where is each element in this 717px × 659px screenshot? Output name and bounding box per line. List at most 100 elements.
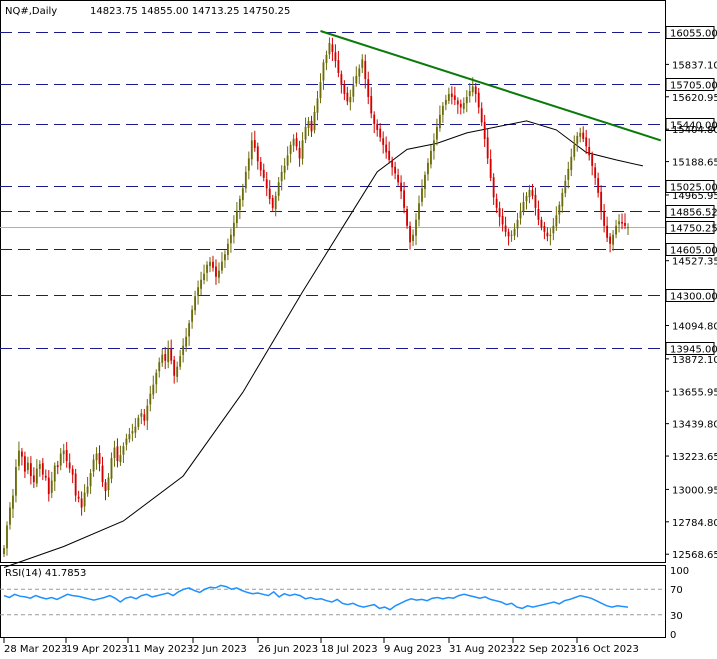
candle-body [364, 60, 367, 79]
candle-body [343, 84, 346, 94]
candle-body [498, 208, 501, 217]
candle-body [271, 197, 274, 208]
candle-body [71, 468, 74, 475]
candle-body [128, 434, 131, 440]
price-tick-label: 14527.35 [672, 257, 717, 268]
time-tick-label: 26 Jun 2023 [258, 644, 318, 655]
candle-body [262, 169, 265, 178]
level-label: 15440.00 [670, 121, 717, 132]
candle-body [277, 182, 280, 196]
candle-body [525, 195, 528, 202]
candle-body [20, 451, 23, 457]
price-tick-label: 15837.10 [672, 60, 717, 71]
candle-body [6, 525, 8, 549]
level-label: 14300.00 [670, 292, 717, 303]
candle-body [122, 446, 125, 455]
candle-body [480, 108, 483, 123]
candlesticks [3, 37, 629, 558]
candle-body [522, 201, 525, 212]
candle-body [131, 431, 134, 434]
candle-body [471, 86, 474, 93]
candle-body [427, 162, 429, 175]
candle-body [47, 477, 50, 495]
candle-body [346, 92, 349, 102]
candle-body [433, 140, 435, 152]
candle-body [555, 215, 558, 227]
candle-body [62, 450, 65, 455]
candle-body [101, 465, 104, 483]
price-tick-label: 15620.95 [672, 93, 717, 104]
candle-body [507, 231, 510, 237]
candle-body [283, 165, 286, 173]
candle-body [295, 138, 298, 147]
candle-body [621, 221, 623, 224]
candle-body [229, 234, 232, 244]
candle-body [104, 482, 107, 492]
candle-body [579, 132, 582, 137]
rsi-line [3, 584, 629, 611]
candle-body [176, 366, 179, 377]
candle-body [244, 171, 247, 189]
candle-body [218, 270, 220, 278]
candle-body [340, 74, 343, 85]
candle-body [161, 354, 164, 363]
candle-body [152, 384, 155, 395]
level-label-box [665, 289, 715, 302]
candle-body [361, 59, 364, 68]
candle-body [618, 221, 620, 225]
candle-body [510, 234, 513, 236]
candle-body [226, 243, 229, 255]
candle-body [155, 372, 158, 385]
level-label-box [665, 118, 715, 131]
price-tick-label: 14965.95 [672, 191, 717, 202]
candle-body [615, 225, 617, 235]
main-plot-frame [0, 0, 666, 563]
ma-line [3, 120, 644, 568]
price-tick-label: 15188.65 [672, 158, 717, 169]
candle-body [146, 405, 149, 421]
candle-body [403, 190, 406, 208]
candle-body [549, 234, 552, 237]
price-tick-label: 13439.80 [672, 420, 717, 431]
rsi-indicator [0, 584, 665, 616]
candle-body [92, 459, 95, 472]
candle-body [441, 105, 444, 115]
candle-body [585, 137, 588, 147]
candle-body [86, 486, 89, 494]
candle-body [325, 54, 328, 64]
candle-body [576, 135, 579, 144]
candle-body [241, 188, 244, 201]
candle-body [191, 309, 194, 322]
price-tick-label: 14094.80 [672, 321, 717, 332]
candle-body [486, 137, 489, 159]
candle-body [32, 475, 35, 483]
candle-body [379, 128, 382, 138]
time-tick-label: 28 Mar 2023 [4, 644, 67, 655]
candle-body [74, 473, 77, 496]
current-price-box [665, 221, 715, 234]
candle-body [322, 62, 325, 81]
candle-body [516, 219, 519, 229]
candle-body [477, 92, 480, 108]
rsi-tick-label: 70 [670, 585, 683, 596]
candle-body [438, 114, 441, 129]
level-label: 15705.00 [670, 81, 717, 92]
candle-body [125, 438, 128, 445]
candle-body [232, 222, 235, 237]
rsi-tick-label: 0 [670, 630, 676, 641]
candle-body [483, 122, 486, 139]
candle-body [170, 348, 173, 361]
candle-body [188, 323, 191, 337]
current-price-label: 14750.25 [670, 224, 717, 235]
level-label: 14856.52 [670, 208, 717, 219]
candle-body [238, 198, 241, 210]
candle-body [194, 296, 197, 311]
candle-body [304, 126, 307, 140]
level-label: 15025.00 [670, 183, 717, 194]
candle-body [394, 166, 397, 174]
candle-body [80, 498, 83, 508]
candle-body [164, 354, 167, 361]
candle-body [600, 191, 603, 211]
candle-body [373, 114, 376, 124]
candle-body [382, 138, 385, 145]
